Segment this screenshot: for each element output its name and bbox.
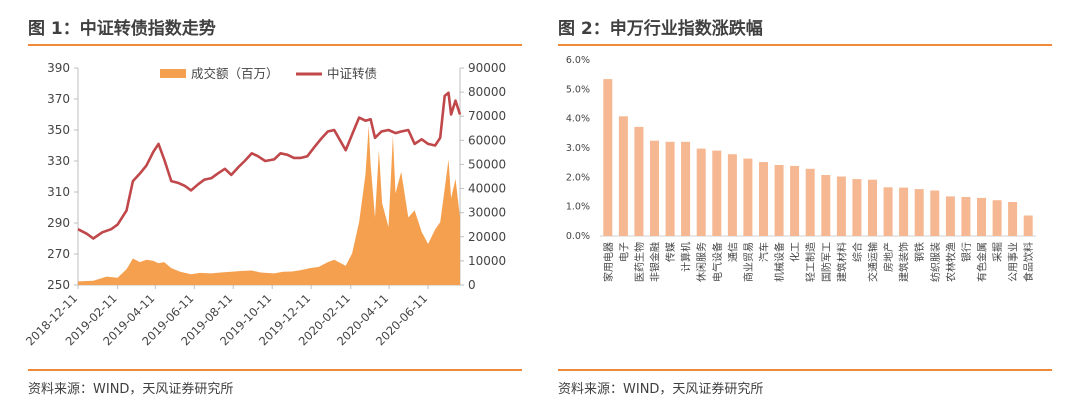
right-y-tick-label: 40000 <box>468 182 506 196</box>
x-tick-label: 通信 <box>727 242 739 262</box>
left-chart-title: 图 1：中证转债指数走势 <box>28 19 216 39</box>
x-tick-label: 化工 <box>789 242 802 262</box>
x-tick-label: 银行 <box>960 242 973 262</box>
right-y-tick-label: 80000 <box>468 85 506 99</box>
right-source-note: 资料来源：WIND，天风证券研究所 <box>558 382 764 397</box>
legend-label-turnover: 成交额（百万） <box>191 66 279 81</box>
bar <box>681 141 691 236</box>
y-tick-label: 5.0% <box>566 84 590 95</box>
bar <box>945 196 955 236</box>
bar <box>712 150 722 236</box>
left-panel: 图 1：中证转债指数走势 250 270 290 310 330 350 370 390 0 10… <box>23 19 522 397</box>
bar <box>774 165 784 236</box>
right-y-tick-label: 90000 <box>468 61 506 75</box>
bar <box>992 200 1002 236</box>
y-tick-label: 2.0% <box>566 172 590 183</box>
bar <box>868 179 877 236</box>
left-source-rule <box>28 369 522 371</box>
right-y-tick-label: 60000 <box>468 133 506 147</box>
bar <box>618 116 628 236</box>
left-y-tick-label: 330 <box>47 154 70 168</box>
left-y-tick-label: 350 <box>47 123 70 137</box>
bar <box>1008 202 1018 236</box>
right-y-tick-label: 20000 <box>468 230 506 244</box>
x-tick-label: 建筑装饰 <box>898 242 911 282</box>
legend-swatch-turnover <box>160 69 186 78</box>
x-tick-label: 交通运输 <box>867 242 880 282</box>
x-tick-label: 汽车 <box>758 242 771 262</box>
bar <box>961 197 971 236</box>
left-y-tick-label: 290 <box>47 216 70 230</box>
left-y-tick-label: 270 <box>47 247 70 261</box>
x-tick-label: 非银金融 <box>649 242 662 282</box>
bar <box>1023 215 1033 236</box>
x-tick-label: 房地产 <box>882 242 895 272</box>
left-title-rule <box>28 44 522 46</box>
x-tick-label: 食品饮料 <box>1022 242 1035 282</box>
y-tick-label: 3.0% <box>566 143 590 154</box>
bar <box>790 165 800 236</box>
bar <box>759 162 768 236</box>
series-index-line <box>77 91 462 240</box>
y-tick-label: 0.0% <box>566 231 590 242</box>
bar <box>852 179 862 236</box>
bar <box>883 187 893 236</box>
y-tick-label: 4.0% <box>566 114 590 125</box>
x-tick-label: 休闲服务 <box>695 242 708 282</box>
x-tick-label: 公用事业 <box>1007 242 1020 282</box>
x-tick-label: 轻工制造 <box>804 242 817 282</box>
x-tick-label: 有色金属 <box>976 242 989 282</box>
bar <box>743 158 753 236</box>
bar <box>650 140 659 236</box>
right-y-tick-label: 0 <box>468 278 476 292</box>
x-tick-label: 采掘 <box>991 242 1004 262</box>
left-source-note: 资料来源：WIND，天风证券研究所 <box>28 382 234 397</box>
bar <box>899 187 909 236</box>
y-tick-label: 6.0% <box>566 55 590 66</box>
legend-label-index: 中证转债 <box>327 66 377 81</box>
left-y-tick-label: 370 <box>47 92 70 106</box>
right-y-tick-label: 30000 <box>468 206 506 220</box>
bar <box>821 175 831 236</box>
bar <box>696 148 706 236</box>
right-chart-title: 图 2：申万行业指数涨跌幅 <box>558 19 763 39</box>
y-tick-label: 1.0% <box>566 202 590 213</box>
industry-change-chart: 0.0% 1.0% 2.0% 3.0% 4.0% 5.0% 6.0% 家用电器 电子 医药生物 非银… <box>566 55 1036 282</box>
x-tick-label: 家用电器 <box>602 242 615 282</box>
x-tick-label: 电气设备 <box>711 242 724 282</box>
right-y-tick-label: 50000 <box>468 157 506 171</box>
bar <box>634 126 644 236</box>
bar <box>603 79 613 236</box>
x-tick-label: 农林牧渔 <box>944 242 957 282</box>
x-tick-label: 计算机 <box>680 242 693 272</box>
right-panel: 图 2：申万行业指数涨跌幅 0.0% 1.0% 2.0% 3.0% 4.0% 5.0% 6.… <box>548 0 1080 404</box>
right-y-tick-label: 70000 <box>468 109 506 123</box>
bar <box>805 168 815 236</box>
bar <box>977 197 986 236</box>
left-y-tick-label: 250 <box>47 278 70 292</box>
left-y-tick-label: 310 <box>47 185 70 199</box>
series-turnover-area <box>78 125 460 286</box>
bar <box>930 190 940 236</box>
bar <box>836 176 846 236</box>
x-tick-label: 传媒 <box>665 242 677 262</box>
x-tick-label: 机械设备 <box>773 242 786 282</box>
bar <box>727 154 737 236</box>
bar <box>665 141 675 236</box>
x-tick-label: 钢铁 <box>913 242 926 262</box>
x-tick-label: 电子 <box>617 242 630 262</box>
x-tick-label: 国防军工 <box>820 242 833 282</box>
x-tick-label: 建筑材料 <box>835 242 848 282</box>
x-tick-label: 综合 <box>851 242 864 262</box>
index-trend-chart: 250 270 290 310 330 350 370 390 0 10000 20000 30000… <box>23 61 506 348</box>
x-tick-label: 医药生物 <box>633 242 646 282</box>
right-y-tick-label: 10000 <box>468 254 506 268</box>
left-y-tick-label: 390 <box>47 61 70 75</box>
x-tick-label: 商业贸易 <box>742 242 755 282</box>
right-title-rule <box>558 44 1052 46</box>
x-tick-label: 纺织服装 <box>929 242 942 282</box>
right-source-rule <box>558 369 1052 371</box>
bar <box>914 189 924 236</box>
